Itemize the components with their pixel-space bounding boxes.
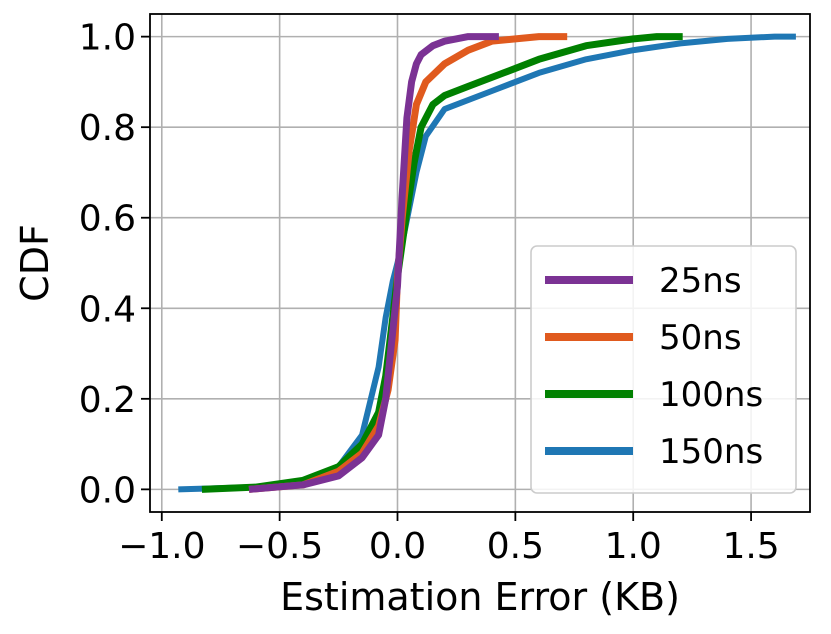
legend-label-150ns: 150ns [659, 432, 763, 472]
x-tick-label: −1.0 [118, 526, 205, 567]
series-line-25ns [248, 33, 499, 493]
y-axis-label: CDF [13, 224, 57, 302]
y-tick-label: 0.0 [79, 470, 136, 511]
x-tick-label: 1.5 [722, 526, 779, 567]
x-axis: −1.0 −0.5 0.0 0.5 1.0 1.5 [118, 512, 780, 567]
y-tick-label: 0.6 [79, 199, 136, 240]
plot-frame [149, 13, 811, 513]
y-tick-label: 0.2 [79, 380, 136, 421]
y-axis: 0.0 0.2 0.4 0.6 0.8 1.0 [79, 18, 150, 511]
x-tick-label: −0.5 [236, 526, 323, 567]
y-tick-label: 0.8 [79, 108, 136, 149]
series-layer [178, 33, 796, 493]
x-tick-label: 0.0 [369, 526, 426, 567]
series-line-100ns [201, 33, 683, 493]
legend-label-100ns: 100ns [659, 375, 763, 415]
x-tick-label: 1.0 [605, 526, 662, 567]
y-tick-label: 0.4 [79, 289, 136, 330]
y-tick-label: 1.0 [79, 18, 136, 59]
x-axis-label: Estimation Error (KB) [280, 575, 680, 619]
x-tick-label: 0.5 [487, 526, 544, 567]
legend-label-50ns: 50ns [659, 318, 742, 358]
legend-label-25ns: 25ns [659, 261, 742, 301]
legend: 25ns 50ns 100ns 150ns [530, 245, 797, 494]
legend-box [530, 245, 797, 494]
